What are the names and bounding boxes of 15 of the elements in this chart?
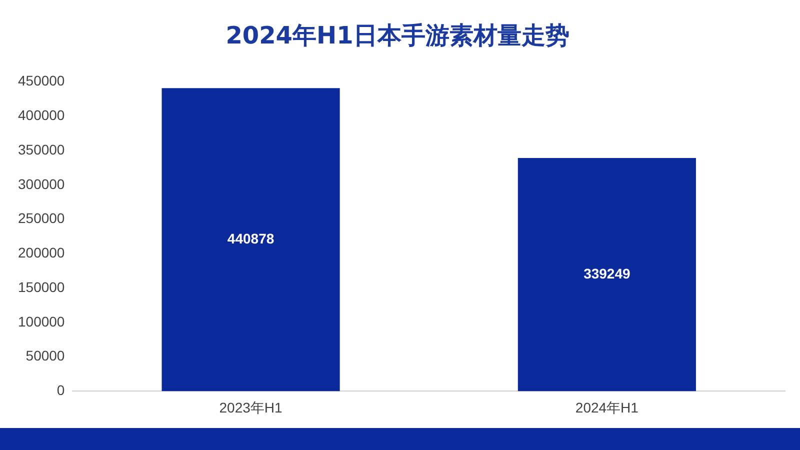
chart-title: 2024年H1日本手游素材量走势: [226, 22, 570, 50]
y-tick-label: 0: [56, 382, 65, 398]
y-tick-label: 450000: [18, 72, 65, 89]
data-label: 440878: [227, 230, 274, 246]
y-tick-label: 300000: [18, 176, 65, 192]
y-tick-label: 50000: [26, 348, 65, 364]
y-tick-label: 400000: [18, 107, 65, 124]
y-tick-label: 350000: [18, 141, 65, 158]
y-tick-label: 150000: [18, 278, 65, 295]
y-tick-label: 200000: [18, 244, 65, 261]
x-tick-label: 2023年H1: [219, 399, 283, 416]
data-label: 339249: [584, 265, 630, 282]
y-tick-label: 100000: [18, 313, 65, 330]
x-tick-label: 2024年H1: [575, 399, 639, 416]
y-tick-label: 250000: [18, 210, 65, 226]
